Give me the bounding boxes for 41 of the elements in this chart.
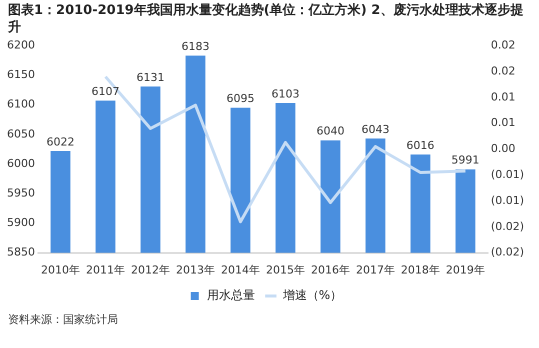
data-label: 6107 [91, 85, 120, 98]
data-label: 6183 [181, 40, 210, 54]
y-tick-label: 5900 [6, 216, 35, 230]
y-tick-label: 6000 [6, 156, 35, 170]
y-tick-label: 6050 [6, 127, 35, 140]
y-tick-label: 6200 [6, 38, 35, 52]
x-tick-label: 2017年 [356, 263, 395, 276]
y2-tick-label: 0.02 [490, 38, 516, 52]
y2-tick-label: 0.00 [490, 142, 516, 156]
data-label: 6040 [316, 124, 344, 138]
legend-label: 用水总量 [206, 288, 255, 302]
chart-title: 图表1：2010-2019年我国用水量变化趋势(单位：亿立方米) 2、废污水处理技术逐步提升 [7, 2, 524, 36]
x-tick-label: 2012年 [130, 263, 170, 276]
data-label: 6131 [136, 70, 164, 84]
y-tick-label: 6100 [6, 98, 35, 111]
legend-label: 增速（%） [282, 288, 342, 302]
x-tick-label: 2019年 [446, 263, 485, 276]
data-label: 6043 [361, 122, 390, 136]
data-label: 6016 [406, 138, 434, 152]
y2-tick-label: (0.01) [490, 194, 524, 207]
x-tick-label: 2011年 [86, 263, 125, 276]
y-tick-label: 5950 [6, 186, 35, 200]
data-label: 6095 [226, 92, 254, 106]
y2-tick-label: (0.02) [490, 220, 524, 233]
y-tick-label: 6150 [6, 68, 35, 82]
x-tick-label: 2013年 [176, 263, 215, 276]
data-label: 5991 [451, 154, 480, 167]
text: 资料来源：国家统计局 [7, 312, 119, 327]
y-tick-label: 5850 [6, 246, 35, 259]
data-label: 6103 [271, 87, 300, 100]
y2-tick-label: 0.01 [490, 90, 516, 104]
x-tick-label: 2010年 [40, 263, 80, 276]
y2-tick-label: (0.01) [490, 168, 524, 181]
y2-tick-label: 0.01 [490, 116, 516, 130]
x-tick-label: 2014年 [220, 263, 260, 276]
data-label: 6022 [46, 135, 74, 148]
x-tick-label: 2015年 [266, 263, 305, 276]
x-tick-label: 2018年 [400, 263, 440, 276]
y2-tick-label: (0.02) [490, 246, 524, 259]
x-tick-label: 2016年 [310, 263, 350, 276]
y2-tick-label: 0.02 [490, 64, 516, 78]
